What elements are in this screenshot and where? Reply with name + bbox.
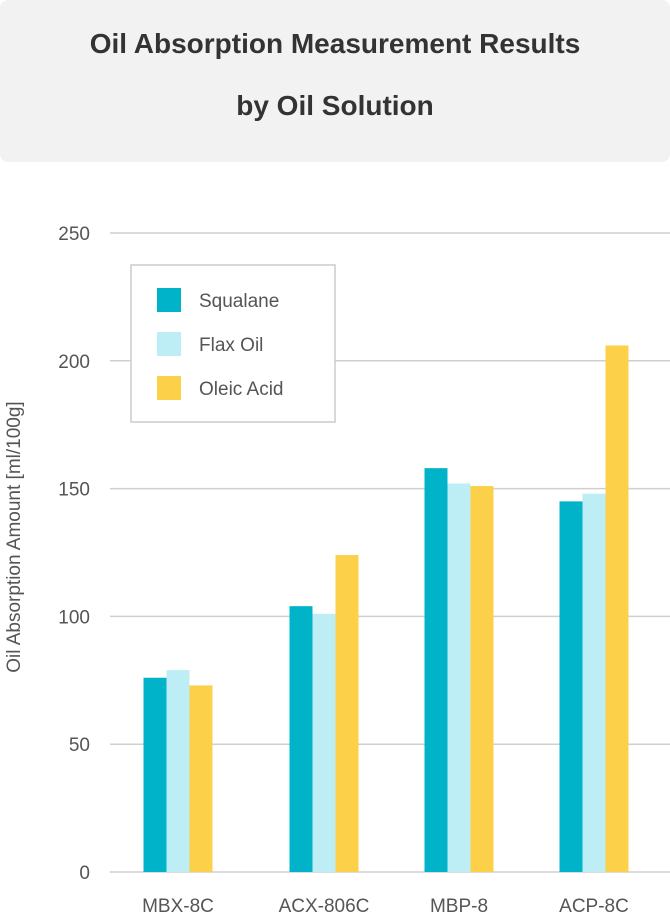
y-axis-label: Oil Absorption Amount [ml/100g] [4,401,25,672]
y-tick-label: 150 [58,480,90,501]
legend: Squalane Flax Oil Oleic Acid [130,264,336,423]
legend-label: Oleic Acid [199,379,283,400]
bar-squalane [289,606,313,872]
y-axis-ticks: 0 50 100 150 200 250 [58,224,90,884]
bar-flax-oil [447,483,471,872]
bar-oleic-acid [470,486,494,872]
legend-label: Flax Oil [199,335,263,356]
y-tick-label: 0 [79,863,90,884]
bar-oleic-acid [189,685,213,872]
bars [143,345,629,872]
y-tick-label: 100 [58,607,90,628]
x-tick-label: MBX-8C [142,896,214,916]
x-tick-label: MBP-8 [430,896,488,916]
bar-oleic-acid [335,555,359,872]
legend-swatch [157,332,181,356]
legend-label: Squalane [199,291,279,312]
y-tick-label: 250 [58,224,90,245]
bar-squalane [424,468,448,872]
x-axis-ticks: MBX-8C ACX-806C MBP-8 ACP-8C [142,896,629,916]
chart-title-line-2: by Oil Solution [236,90,434,121]
bar-flax-oil [166,670,190,872]
title-panel: Oil Absorption Measurement Results by Oi… [0,0,670,162]
x-tick-label: ACP-8C [559,896,629,916]
x-tick-label: ACX-806C [279,896,370,916]
legend-swatch [157,376,181,400]
bar-flax-oil [582,493,606,872]
y-tick-label: 50 [69,735,90,756]
bar-squalane [559,501,583,872]
legend-swatch [157,288,181,312]
y-tick-label: 200 [58,352,90,373]
chart-title-line-1: Oil Absorption Measurement Results [89,28,581,59]
bar-oleic-acid [605,345,629,872]
bar-squalane [143,677,167,872]
bar-flax-oil [312,613,336,872]
